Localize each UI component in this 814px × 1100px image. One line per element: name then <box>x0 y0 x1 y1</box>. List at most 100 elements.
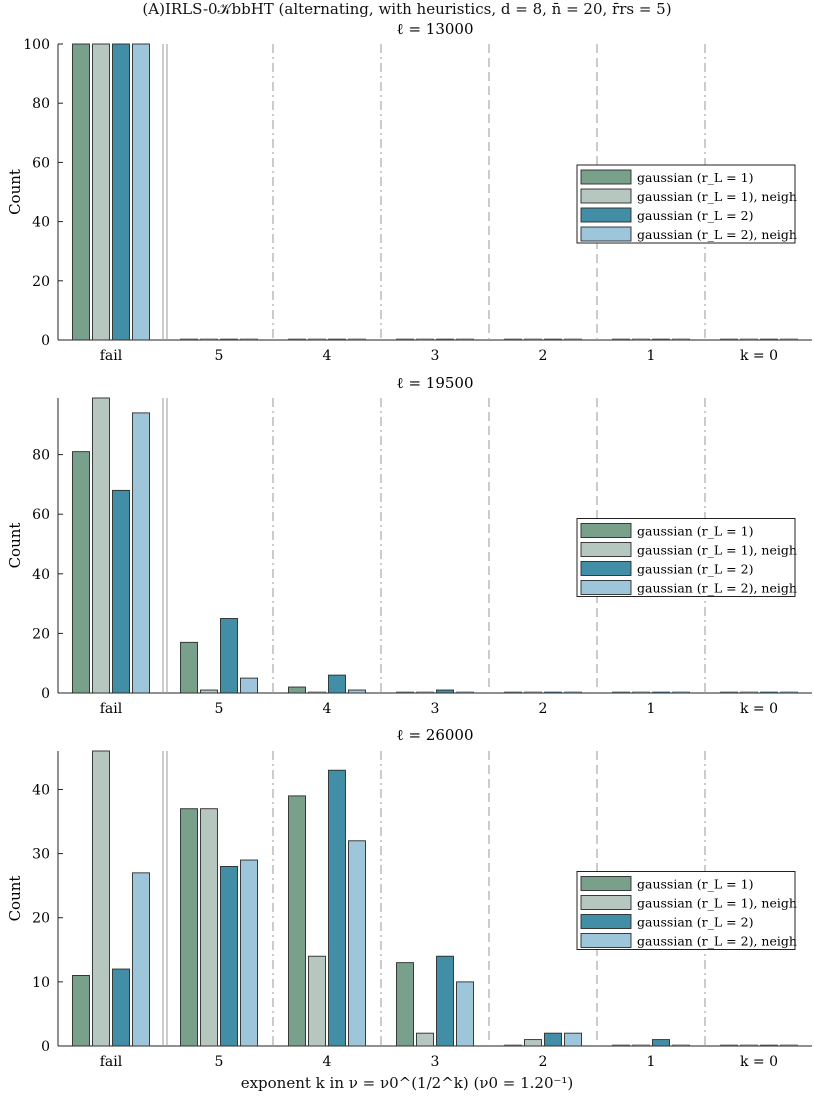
figure-x-axis-label: exponent k in ν = ν0^(1/2^k) (ν0 = 1.20⁻… <box>240 1074 574 1092</box>
bar-gaussian-r-l-2--4 <box>328 338 346 341</box>
panel-title: ℓ = 19500 <box>396 374 473 392</box>
y-tick-label: 0 <box>41 686 50 702</box>
bar-gaussian-r-l-1--1 <box>612 338 630 341</box>
x-tick-label: k = 0 <box>740 1054 778 1070</box>
bar-gaussian-r-l-2--3 <box>436 338 454 341</box>
bar-gaussian-r-l-2-neigh-5 <box>240 338 258 341</box>
y-axis-label: Count <box>6 876 24 922</box>
x-tick-label: 5 <box>215 701 224 717</box>
chart-panel-3: ℓ = 26000 0 10 20 30 40 Count fail 5 4 3 2 1 k = 0 gau… <box>6 726 812 1070</box>
legend-entry-label: gaussian (r_L = 1), neigh <box>637 543 797 558</box>
x-tick-label: 1 <box>647 348 656 364</box>
legend-swatch <box>580 169 632 185</box>
x-tick-label: 5 <box>215 348 224 364</box>
bar-gaussian-r-l-1--4 <box>288 338 306 341</box>
chart-panel-2: ℓ = 19500 0 20 40 60 80 Count fail 5 4 3 2 1 k = 0 gau… <box>6 374 812 717</box>
legend: gaussian (r_L = 1) gaussian (r_L = 1), ne… <box>576 871 797 950</box>
bar-gaussian-r-l-2--1 <box>652 691 670 694</box>
bar-gaussian-r-l-2-neigh-1 <box>672 338 690 341</box>
bar-gaussian-r-l-2-neigh-k0 <box>780 338 798 341</box>
bar-gaussian-r-l-2--2 <box>544 338 562 341</box>
bar-gaussian-r-l-2--4 <box>328 674 346 694</box>
bar-gaussian-r-l-2--5 <box>220 618 238 694</box>
y-tick-label: 40 <box>32 782 50 798</box>
x-tick-label: 4 <box>323 701 332 717</box>
bar-gaussian-r-l-1-neigh-k0 <box>740 691 758 694</box>
y-tick-label: 80 <box>32 448 50 464</box>
bar-gaussian-r-l-2-neigh-1 <box>672 1044 690 1047</box>
bar-gaussian-r-l-1-neigh-1 <box>632 691 650 694</box>
x-tick-label: k = 0 <box>740 348 778 364</box>
bar-gaussian-r-l-2--fail <box>112 489 130 694</box>
x-tick-label: 1 <box>647 701 656 717</box>
bar-gaussian-r-l-1-neigh-2 <box>524 691 542 694</box>
bar-gaussian-r-l-1--3 <box>396 338 414 341</box>
legend-swatch <box>580 914 632 929</box>
bar-gaussian-r-l-2-neigh-2 <box>564 1032 582 1047</box>
x-tick-label: 1 <box>647 1054 656 1070</box>
x-tick-label: 5 <box>215 1054 224 1070</box>
y-tick-label: 40 <box>32 215 50 231</box>
chart-panel-1: ℓ = 13000 0 20 40 60 80 100 Count fail 5 4 3 2 1 k = 0… <box>6 20 812 364</box>
x-tick-label: 4 <box>323 1054 332 1070</box>
bar-gaussian-r-l-1--5 <box>180 808 198 1047</box>
bar-gaussian-r-l-1-neigh-5 <box>200 338 218 341</box>
y-tick-label: 80 <box>32 96 50 112</box>
bar-gaussian-r-l-1--2 <box>504 1044 522 1047</box>
bar-gaussian-r-l-2--k0 <box>760 338 778 341</box>
bar-gaussian-r-l-1-neigh-4 <box>308 955 326 1047</box>
y-tick-label: 10 <box>32 975 50 991</box>
legend-swatch <box>580 523 632 538</box>
y-tick-label: 20 <box>32 911 50 927</box>
legend-entry-label: gaussian (r_L = 2) <box>637 915 753 930</box>
bar-gaussian-r-l-1-neigh-1 <box>632 338 650 341</box>
bar-gaussian-r-l-2-neigh-5 <box>240 859 258 1047</box>
bar-gaussian-r-l-1-neigh-5 <box>200 808 218 1047</box>
legend-swatch <box>580 542 632 557</box>
y-tick-label: 60 <box>32 155 50 171</box>
bar-gaussian-r-l-1-neigh-fail <box>92 43 110 341</box>
legend-entry-label: gaussian (r_L = 1), neigh <box>637 189 797 204</box>
x-tick-label: 2 <box>539 1054 548 1070</box>
y-tick-label: 0 <box>41 1039 50 1055</box>
bar-gaussian-r-l-1-neigh-k0 <box>740 338 758 341</box>
bar-gaussian-r-l-2-neigh-2 <box>564 691 582 694</box>
bar-gaussian-r-l-2-neigh-4 <box>348 840 366 1047</box>
legend-entry-label: gaussian (r_L = 1) <box>637 877 753 892</box>
bar-gaussian-r-l-1-neigh-1 <box>632 1044 650 1047</box>
bar-gaussian-r-l-1--2 <box>504 691 522 694</box>
bar-gaussian-r-l-1-neigh-3 <box>416 338 434 341</box>
bar-gaussian-r-l-2-neigh-k0 <box>780 691 798 694</box>
legend-entry-label: gaussian (r_L = 1), neigh <box>637 896 797 911</box>
bar-gaussian-r-l-1--5 <box>180 338 198 341</box>
bar-gaussian-r-l-2--1 <box>652 338 670 341</box>
bar-gaussian-r-l-1--2 <box>504 338 522 341</box>
bar-gaussian-r-l-1--fail <box>72 975 90 1047</box>
bar-gaussian-r-l-2-neigh-5 <box>240 677 258 694</box>
bar-gaussian-r-l-1--3 <box>396 962 414 1047</box>
bar-gaussian-r-l-2--5 <box>220 338 238 341</box>
bar-gaussian-r-l-2--5 <box>220 865 238 1047</box>
bar-gaussian-r-l-2-neigh-2 <box>564 338 582 341</box>
bar-gaussian-r-l-1--1 <box>612 691 630 694</box>
bar-gaussian-r-l-1--fail <box>72 43 90 341</box>
legend-entry-label: gaussian (r_L = 2), neigh <box>637 581 797 596</box>
bar-gaussian-r-l-2--2 <box>544 1032 562 1047</box>
legend-swatch <box>580 207 632 223</box>
bar-gaussian-r-l-2--2 <box>544 691 562 694</box>
legend: gaussian (r_L = 1) gaussian (r_L = 1), ne… <box>576 164 797 244</box>
bar-gaussian-r-l-1--4 <box>288 795 306 1047</box>
legend-entry-label: gaussian (r_L = 2) <box>637 562 753 577</box>
bar-gaussian-r-l-1--1 <box>612 1044 630 1047</box>
y-tick-label: 40 <box>32 567 50 583</box>
bar-gaussian-r-l-2--fail <box>112 43 130 341</box>
legend-swatch <box>580 188 632 204</box>
figure-title: (A)IRLS-0𝒦bbHT (alternating, with heuris… <box>142 0 672 18</box>
x-tick-label: fail <box>100 1054 123 1070</box>
bar-gaussian-r-l-2-neigh-3 <box>456 691 474 694</box>
legend-entry-label: gaussian (r_L = 1) <box>637 524 753 539</box>
bar-gaussian-r-l-2--4 <box>328 769 346 1047</box>
bar-gaussian-r-l-1-neigh-k0 <box>740 1044 758 1047</box>
bar-gaussian-r-l-1--k0 <box>720 691 738 694</box>
